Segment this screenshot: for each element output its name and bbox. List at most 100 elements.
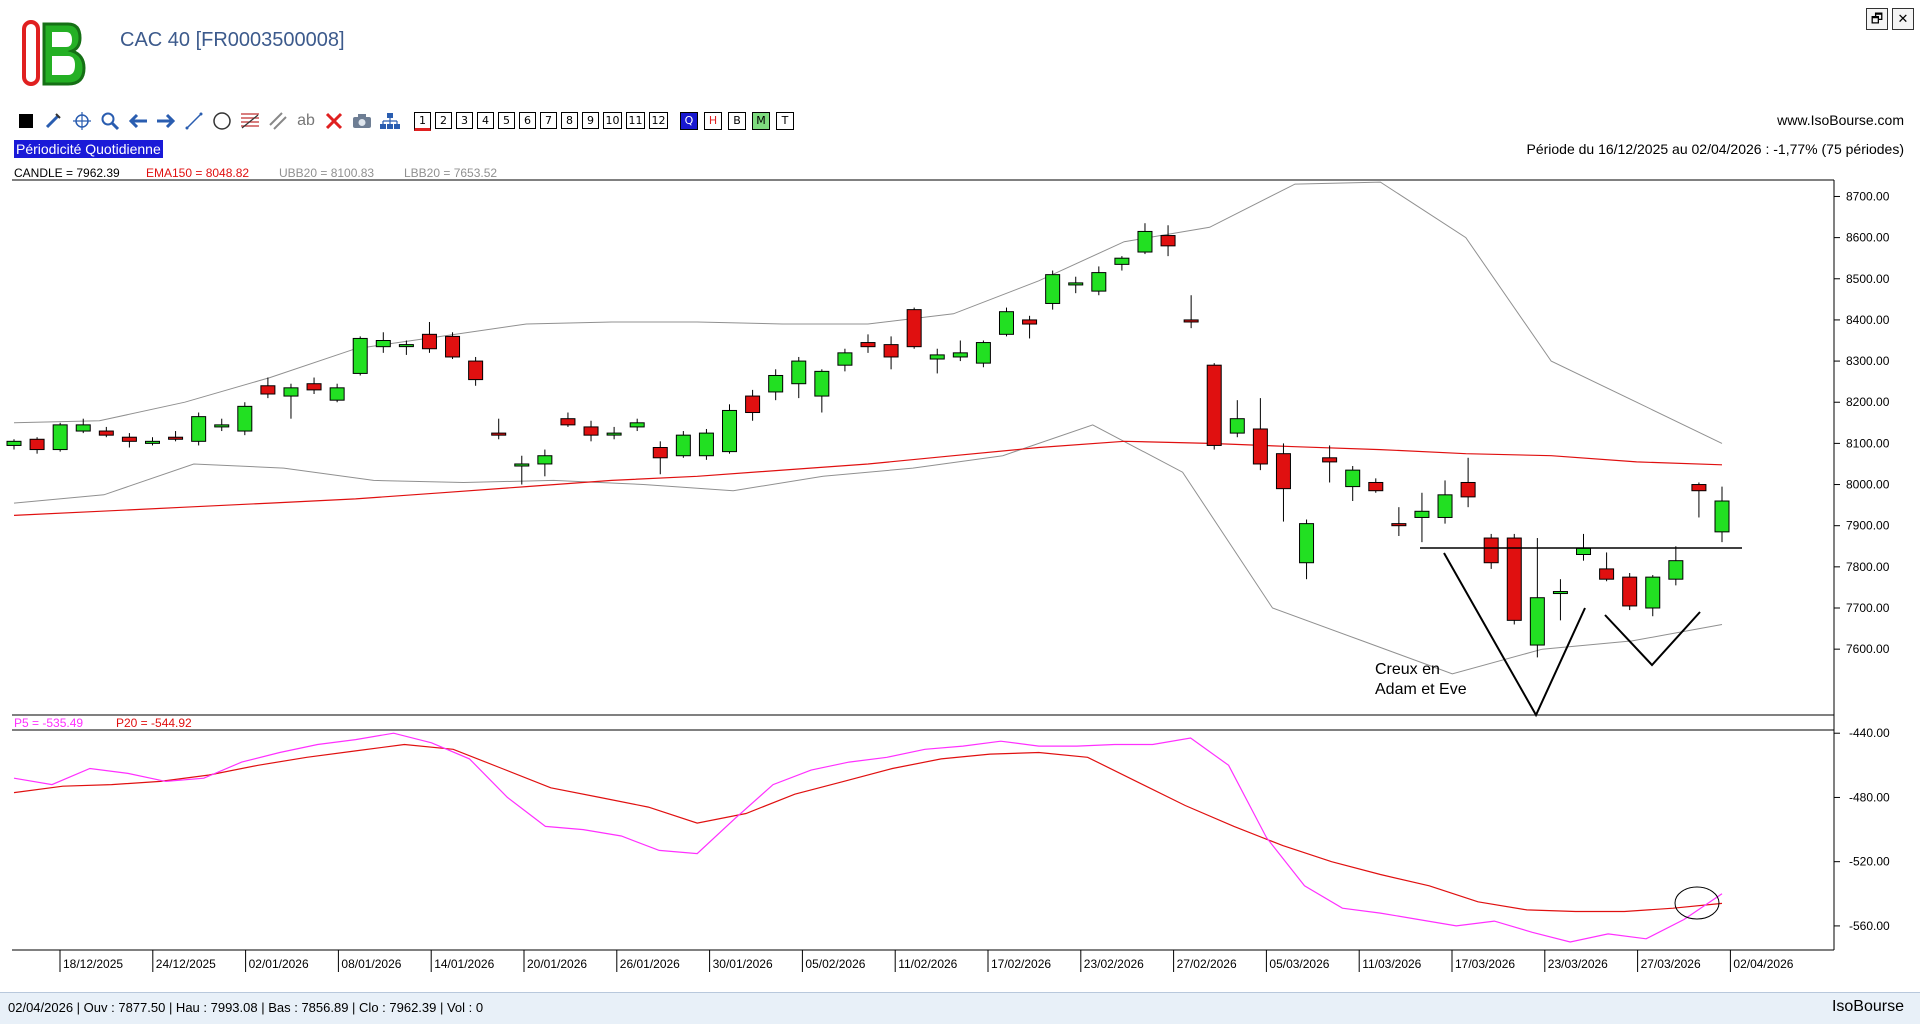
draw-tool-icon[interactable] — [42, 110, 66, 132]
period-button-3[interactable]: 3 — [456, 111, 473, 129]
delete-icon[interactable] — [322, 110, 346, 132]
candle-body — [1206, 364, 1222, 446]
candle-body — [514, 463, 530, 467]
p20-line — [13, 743, 1723, 913]
period-button-6[interactable]: 6 — [519, 111, 536, 129]
candle — [1091, 266, 1107, 296]
crosshair-icon[interactable] — [70, 110, 94, 132]
candle-body — [675, 434, 691, 457]
select-tool-icon[interactable] — [14, 110, 38, 132]
ema150-line — [13, 440, 1723, 516]
period-button-11[interactable]: 11 — [626, 111, 645, 129]
osc-tick-label: -480.00 — [1849, 790, 1890, 804]
candle-body — [1229, 418, 1245, 434]
periodicity-label[interactable]: Périodicité Quotidienne — [14, 140, 163, 158]
time-tick-label: 11/02/2026 — [898, 957, 957, 971]
trendline-icon[interactable] — [182, 110, 206, 132]
mode-button-t[interactable]: T — [776, 112, 794, 130]
mode-button-m[interactable]: M — [752, 112, 770, 130]
price-tick-label: 8200.00 — [1846, 395, 1890, 409]
candle-body — [260, 385, 276, 395]
period-button-7[interactable]: 7 — [540, 111, 557, 129]
candle — [144, 437, 160, 446]
period-button-12[interactable]: 12 — [649, 111, 668, 129]
candle — [652, 441, 668, 475]
zoom-icon[interactable] — [98, 110, 122, 132]
candle — [1229, 400, 1245, 438]
restore-button[interactable]: 🗗 — [1866, 8, 1888, 30]
candle-body — [1714, 500, 1730, 533]
candle-body — [791, 360, 807, 385]
time-tick-label: 27/02/2026 — [1177, 957, 1237, 971]
candle — [514, 455, 530, 485]
period-button-8[interactable]: 8 — [561, 111, 578, 129]
eve-pattern-lines — [1604, 611, 1701, 667]
candle-body — [421, 333, 437, 350]
mode-button-q[interactable]: Q — [680, 112, 698, 130]
candle-body — [6, 440, 22, 446]
window-header — [0, 0, 1920, 92]
candle — [1045, 270, 1061, 310]
legend-ema150: EMA150 = 8048.82 — [146, 166, 249, 180]
candle — [283, 383, 299, 419]
period-button-1[interactable]: 1 — [414, 111, 431, 131]
candle — [1437, 480, 1453, 524]
legend-p20: P20 = -544.92 — [116, 716, 192, 730]
candle-body — [814, 370, 830, 397]
channel-icon[interactable] — [266, 110, 290, 132]
text-tool-icon[interactable]: ab — [294, 110, 318, 132]
candle — [306, 377, 322, 394]
candle — [445, 332, 461, 360]
fibonacci-icon[interactable] — [238, 110, 262, 132]
candle — [837, 348, 853, 372]
candle-body — [375, 340, 391, 348]
period-button-5[interactable]: 5 — [498, 111, 515, 129]
candle-body — [745, 395, 761, 414]
candle-body — [1645, 576, 1661, 609]
candle-body — [306, 383, 322, 391]
candle — [1668, 546, 1684, 586]
circle-icon[interactable] — [210, 110, 234, 132]
candle-body — [1552, 591, 1568, 595]
time-tick-label: 05/03/2026 — [1269, 957, 1329, 971]
crossover-circle — [1674, 886, 1720, 920]
forward-arrow-icon[interactable] — [154, 110, 178, 132]
candle-body — [144, 440, 160, 444]
price-tick-label: 7800.00 — [1846, 560, 1890, 574]
close-button[interactable]: ✕ — [1892, 8, 1914, 30]
candle-body — [1437, 494, 1453, 518]
candle-body — [29, 438, 45, 451]
candle-body — [1275, 453, 1291, 490]
candle-body — [722, 409, 738, 453]
period-button-9[interactable]: 9 — [582, 111, 599, 129]
status-brand: IsoBourse — [1831, 998, 1904, 1015]
camera-icon[interactable] — [350, 110, 374, 132]
mode-button-h[interactable]: H — [704, 112, 722, 130]
time-axis-ticks: 18/12/2025 24/12/2025 02/01/2026 08/01/2026… — [59, 950, 1794, 972]
status-ohlc-text: 02/04/2026 | Ouv : 7877.50 | Hau : 7993.… — [8, 1000, 484, 1015]
candle-body — [1345, 469, 1361, 488]
back-arrow-icon[interactable] — [126, 110, 150, 132]
candlesticks — [6, 223, 1730, 658]
mode-button-b[interactable]: B — [728, 112, 746, 130]
candle — [237, 402, 253, 436]
candle — [791, 356, 807, 399]
period-button-2[interactable]: 2 — [435, 111, 452, 129]
price-chart[interactable]: CANDLE = 7962.39 EMA150 = 8048.82 UBB20 … — [0, 160, 1920, 992]
candle — [52, 422, 68, 452]
window-title: CAC 40 [FR0003500008] — [120, 29, 345, 51]
candle-body — [1137, 230, 1153, 253]
candle-body — [1691, 484, 1707, 492]
hierarchy-icon[interactable] — [378, 110, 402, 132]
candle — [1322, 445, 1338, 483]
candle — [629, 418, 645, 432]
candle-body — [329, 387, 345, 401]
legend-lbb20: LBB20 = 7653.52 — [404, 166, 497, 180]
candle-body — [1599, 568, 1615, 580]
candle-body — [1529, 597, 1545, 646]
period-button-4[interactable]: 4 — [477, 111, 494, 129]
candle-body — [929, 354, 945, 360]
candle — [537, 449, 553, 477]
period-button-10[interactable]: 10 — [603, 111, 622, 129]
time-tick-label: 30/01/2026 — [713, 957, 773, 971]
